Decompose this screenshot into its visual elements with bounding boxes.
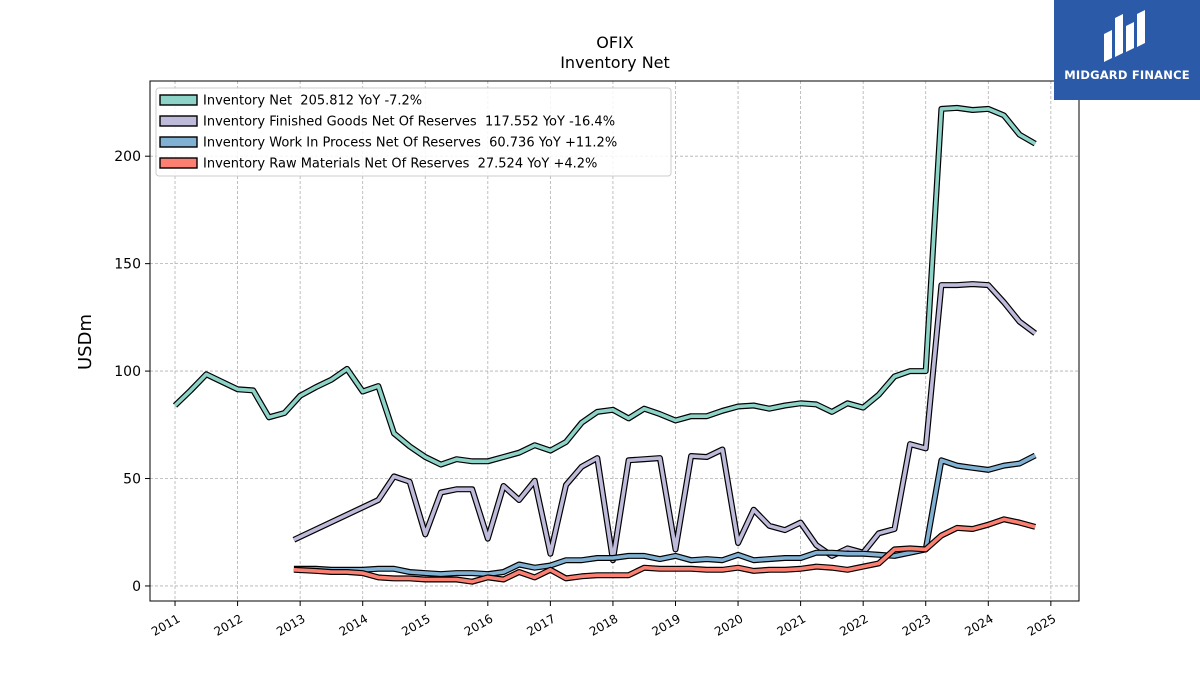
x-tick-label: 2025 [1025, 611, 1058, 638]
legend-swatch-1 [159, 94, 198, 106]
midgard-m-logo-icon [1104, 10, 1145, 62]
y-axis-label: USDm [75, 314, 96, 370]
x-tick-label: 2022 [837, 611, 870, 638]
x-tick-label: 2018 [587, 611, 620, 638]
legend-label-3: Inventory Work In Process Net Of Reserve… [203, 136, 617, 151]
chart-title: OFIX [596, 33, 634, 52]
x-tick-label: 2021 [775, 611, 808, 638]
y-tick-label: 100 [114, 364, 141, 380]
logo-text: MIDGARD FINANCE [1064, 68, 1190, 82]
series-line-1 [173, 106, 1037, 467]
legend-label-4: Inventory Raw Materials Net Of Reserves … [203, 157, 597, 172]
x-tick-label: 2024 [962, 611, 995, 638]
x-tick-label: 2011 [149, 611, 182, 638]
x-tick-label: 2013 [274, 611, 307, 638]
y-tick-label: 200 [114, 149, 141, 165]
x-tick-label: 2012 [212, 611, 245, 638]
y-tick-label: 150 [114, 257, 141, 273]
x-tick-label: 2023 [900, 611, 933, 638]
series-line-2 [293, 282, 1037, 563]
x-tick-label: 2020 [712, 611, 745, 638]
logo: MIDGARD FINANCE [1054, 0, 1200, 100]
legend-label-1: Inventory Net 205.812 YoY -7.2% [203, 94, 422, 109]
chart-subtitle: Inventory Net [560, 53, 670, 72]
series-line-4 [293, 517, 1036, 584]
legend: Inventory Net 205.812 YoY -7.2% Inventory… [155, 87, 672, 177]
series-line-3 [293, 453, 1037, 576]
plot-frame [149, 80, 1080, 602]
x-tick-label: 2015 [399, 611, 432, 638]
y-tick-label: 0 [132, 579, 141, 595]
series-layer [172, 104, 1037, 585]
legend-swatch-3 [159, 136, 198, 148]
x-tick-label: 2016 [462, 611, 495, 638]
legend-swatch-4 [159, 157, 198, 169]
legend-box [155, 87, 672, 177]
series-outline-2 [292, 281, 1037, 564]
x-tick-label: 2014 [337, 611, 370, 638]
y-axis: 0 50 100 150 200 [114, 149, 150, 595]
legend-swatch-2 [159, 115, 198, 127]
x-tick-label: 2019 [650, 611, 683, 638]
x-tick-label: 2017 [524, 611, 557, 638]
y-tick-label: 50 [123, 472, 141, 488]
x-axis: 2011 2012 2013 2014 2015 2016 2017 2018 2019 2020… [149, 601, 1058, 639]
legend-label-2: Inventory Finished Goods Net Of Reserves… [203, 115, 615, 130]
